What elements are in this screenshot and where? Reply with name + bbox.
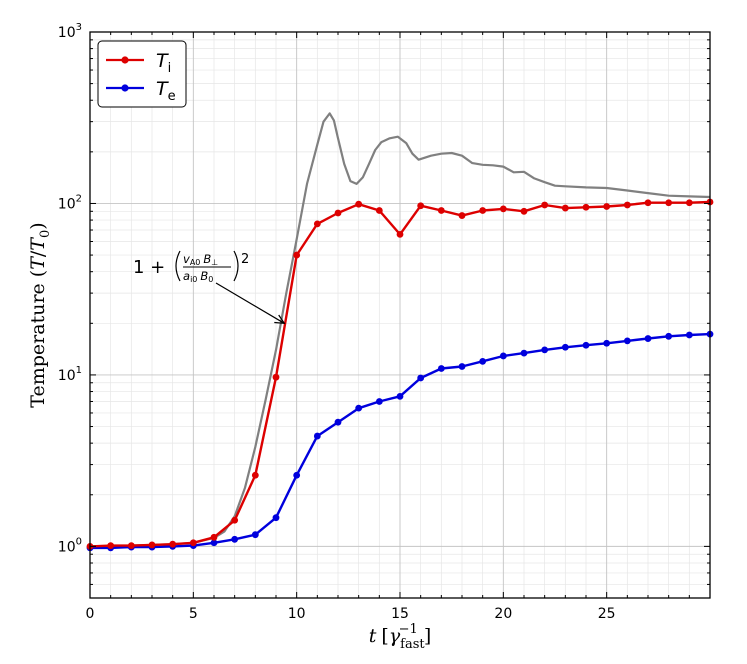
series-point-0 [396, 231, 404, 238]
y-tick-label: 102 [58, 193, 82, 212]
series-point-1 [293, 471, 301, 479]
series-point-0 [603, 203, 611, 210]
series-point-0 [644, 199, 652, 207]
series-point-1 [458, 363, 466, 370]
series-point-0 [623, 201, 631, 209]
annotation-denominator: ai0 B0 [183, 269, 213, 284]
series-point-1 [665, 332, 673, 340]
legend-label-ti: Ti [156, 50, 171, 76]
series-point-1 [603, 339, 611, 347]
series-point-1 [685, 331, 693, 339]
series-point-0 [189, 539, 197, 547]
series-2 [90, 112, 711, 548]
x-tick-label: 10 [288, 606, 306, 622]
x-tick-label: 25 [598, 606, 616, 622]
series-point-1 [313, 432, 321, 440]
series-point-1 [561, 343, 569, 351]
series-point-1 [520, 349, 528, 357]
series-point-0 [127, 542, 135, 550]
series-point-1 [582, 341, 590, 349]
x-tick-label: 15 [391, 606, 409, 622]
series-point-0 [355, 200, 363, 208]
annotation-paren-right [233, 250, 239, 282]
series-point-0 [582, 203, 590, 211]
series-point-0 [541, 201, 549, 209]
series-point-0 [334, 209, 342, 217]
series-point-1 [499, 352, 507, 360]
series-point-0 [479, 207, 487, 214]
series-point-1 [644, 335, 652, 342]
series-point-1 [251, 531, 259, 539]
series-point-0 [458, 212, 466, 219]
series-point-0 [437, 207, 445, 214]
series-point-0 [148, 541, 156, 549]
legend-box [97, 40, 187, 108]
x-tick-label: 0 [86, 606, 95, 622]
series-point-0 [561, 204, 569, 212]
legend: Ti Te [97, 40, 187, 108]
labels-layer: 0 5 10 15 20 25 100 101 102 103 [58, 22, 616, 622]
y-axis-label: Temperature (T/T0) [27, 222, 53, 407]
series-point-0 [272, 373, 280, 381]
ticks-layer [89, 31, 711, 599]
series-point-0 [417, 202, 425, 210]
series-point-0 [520, 207, 528, 215]
series-point-1 [623, 337, 631, 345]
y-tick-label: 101 [58, 365, 82, 384]
series-point-1 [355, 404, 363, 412]
series-point-0 [685, 199, 693, 207]
x-axis-label: t [γfast−1] [369, 622, 431, 652]
annotation-power: 2 [241, 252, 249, 267]
annotation-numerator: vA0 B⊥ [183, 252, 218, 267]
series-point-1 [210, 539, 218, 547]
series-point-1 [272, 514, 280, 522]
series-point-1 [437, 365, 445, 372]
annotation-arrow-head [274, 314, 286, 324]
series-point-1 [479, 357, 487, 365]
series-point-0 [169, 540, 177, 548]
series-line-2 [90, 112, 711, 548]
y-tick-label: 100 [58, 536, 82, 555]
annotation: 1 + vA0 B⊥ ai0 B0 2 [133, 250, 286, 324]
series-point-0 [313, 220, 321, 228]
legend-label-te: Te [156, 78, 176, 104]
series-point-1 [231, 535, 239, 543]
series-point-0 [251, 471, 259, 479]
series-point-1 [334, 418, 342, 426]
annotation-prefix: 1 + [133, 257, 165, 278]
series-point-0 [375, 207, 383, 214]
series-point-1 [417, 374, 425, 382]
x-tick-label: 5 [189, 606, 198, 622]
series-point-1 [396, 392, 404, 400]
annotation-paren-left [175, 250, 181, 282]
y-tick-label: 103 [58, 22, 82, 41]
series-point-0 [210, 533, 218, 541]
legend-entry-ti: Ti [106, 50, 171, 76]
series-point-0 [107, 542, 115, 550]
series-point-1 [541, 346, 549, 354]
legend-entry-te: Te [106, 78, 176, 104]
series-point-0 [231, 516, 239, 524]
series-0 [86, 198, 714, 550]
series-point-0 [665, 199, 673, 207]
series-point-0 [293, 251, 301, 259]
annotation-arrow [215, 282, 285, 324]
series-point-1 [375, 398, 383, 405]
x-tick-label: 20 [494, 606, 512, 622]
series-point-0 [499, 205, 507, 213]
